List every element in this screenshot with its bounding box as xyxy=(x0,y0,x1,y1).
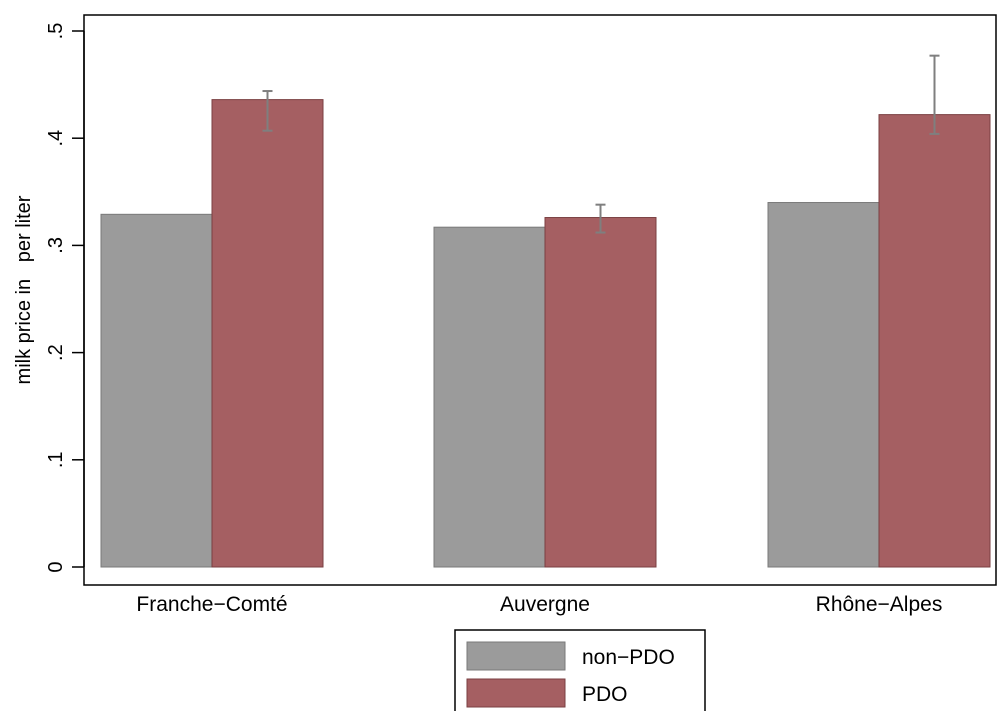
y-tick-label: 0 xyxy=(45,561,67,572)
legend-label-non-pdo: non−PDO xyxy=(582,646,675,669)
y-tick-label: .1 xyxy=(45,451,67,468)
y-tick-label: .2 xyxy=(45,344,67,361)
bar-non-pdo-1 xyxy=(433,226,546,568)
bar-pdo-1 xyxy=(544,217,657,568)
bar-pdo-2 xyxy=(878,114,991,568)
bar-non-pdo-0 xyxy=(100,213,213,568)
y-axis-label: milk price in per liter xyxy=(13,195,35,384)
legend-label-pdo: PDO xyxy=(582,683,628,706)
legend: non−PDO PDO xyxy=(454,629,706,711)
y-tick-label: .4 xyxy=(45,130,67,147)
legend-swatch-pdo xyxy=(466,678,566,708)
x-tick-label-1: Auvergne xyxy=(500,593,590,616)
legend-swatch-non-pdo xyxy=(466,641,566,671)
y-axis: 0 .1 .2 .3 .4 .5 xyxy=(45,23,85,573)
y-tick-label: .5 xyxy=(45,23,67,40)
x-tick-label-2: Rhône−Alpes xyxy=(816,593,943,616)
error-bars xyxy=(262,54,940,234)
x-tick-label-0: Franche−Comté xyxy=(136,593,287,616)
bar-non-pdo-2 xyxy=(767,202,880,568)
bars xyxy=(100,99,991,568)
x-axis-tick-labels: Franche−Comté Auvergne Rhône−Alpes xyxy=(136,593,942,616)
bar-pdo-0 xyxy=(211,99,324,568)
y-tick-label: .3 xyxy=(45,237,67,254)
